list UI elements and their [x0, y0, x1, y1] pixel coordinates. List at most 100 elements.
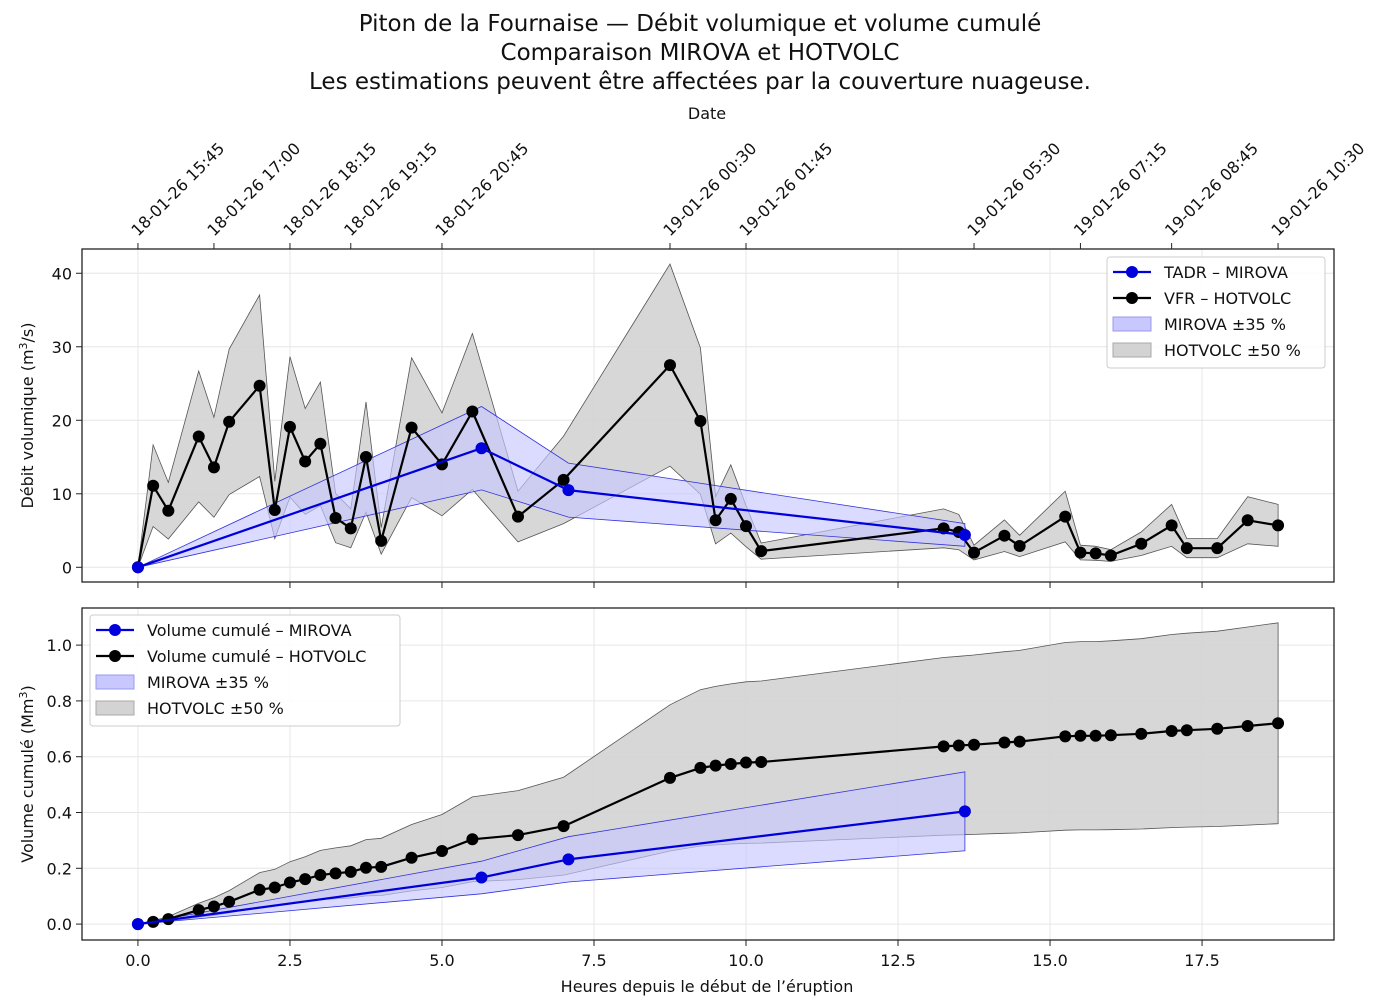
mirova-data-point — [958, 528, 971, 541]
hotvolc-data-point — [466, 405, 479, 418]
x-tick-label: 17.5 — [1184, 951, 1220, 970]
x-tick-label: 15.0 — [1032, 951, 1068, 970]
hotvolc-data-point — [1074, 729, 1087, 742]
hotvolc-data-point — [314, 868, 327, 881]
hotvolc-data-point — [283, 420, 296, 433]
hotvolc-data-point — [1180, 724, 1193, 737]
hotvolc-data-point — [952, 739, 965, 752]
hotvolc-data-point — [968, 738, 981, 751]
hotvolc-data-point — [329, 867, 342, 880]
panel-cumulative-volume: 0.0 2.5 5.0 7.5 10.0 12.5 15.0 17.5 0.0 0.2 0.4 0.6… — [17, 607, 1335, 970]
hotvolc-data-point — [1241, 514, 1254, 527]
legend-entry-hotvolc-band: HOTVOLC ±50 % — [1112, 341, 1301, 360]
hotvolc-data-point — [1135, 727, 1148, 740]
hotvolc-data-point — [253, 379, 266, 392]
legend-marker-swatch — [1126, 266, 1138, 278]
hotvolc-data-point — [466, 833, 479, 846]
hotvolc-data-point — [1165, 519, 1178, 532]
y-tick-label: 0.6 — [47, 748, 72, 767]
hotvolc-data-point — [998, 529, 1011, 542]
x-tick-label: 5.0 — [429, 951, 454, 970]
legend-label: Volume cumulé – MIROVA — [147, 621, 352, 640]
panel-flow-rate: 0 10 20 30 40 Débit volumique (m3/s) 18-01-26 … — [17, 139, 1368, 588]
mirova-data-point — [131, 561, 144, 574]
y-axis-label: Volume cumulé (Mm3) — [17, 685, 37, 863]
legend-patch-swatch — [95, 700, 135, 716]
hotvolc-data-point — [740, 756, 753, 769]
hotvolc-data-point — [709, 759, 722, 772]
legend-marker-swatch — [109, 624, 121, 636]
hotvolc-data-point — [162, 504, 175, 517]
hotvolc-data-point — [1104, 729, 1117, 742]
y-tick-label: 10 — [52, 485, 72, 504]
x-tick-label: 12.5 — [880, 951, 916, 970]
x-tick-label: 2.5 — [277, 951, 302, 970]
legend-box — [1106, 256, 1326, 369]
x-tick-label: 10.0 — [728, 951, 764, 970]
top-date-tick-label: 18-01-26 20:45 — [431, 139, 532, 240]
legend-entry-hotvolc: VFR – HOTVOLC — [1113, 289, 1291, 308]
hotvolc-data-point — [405, 851, 418, 864]
hotvolc-data-point — [375, 534, 388, 547]
mirova-data-point — [475, 871, 488, 884]
hotvolc-data-point — [1074, 546, 1087, 559]
legend-label: VFR – HOTVOLC — [1164, 289, 1291, 308]
hotvolc-data-point — [329, 512, 342, 525]
hotvolc-data-point — [998, 736, 1011, 749]
hotvolc-data-point — [1059, 730, 1072, 743]
legend-patch-swatch — [1112, 342, 1152, 358]
legend-entry-mirova: TADR – MIROVA — [1113, 263, 1288, 282]
y-tick-label: 1.0 — [47, 636, 72, 655]
chart-title-line-1: Piton de la Fournaise — Débit volumique … — [358, 11, 1042, 37]
chart-title-line-2: Comparaison MIROVA et HOTVOLC — [500, 40, 900, 66]
hotvolc-data-point — [268, 881, 281, 894]
hotvolc-data-point — [268, 503, 281, 516]
hotvolc-data-point — [1272, 717, 1285, 730]
hotvolc-data-point — [968, 546, 981, 559]
hotvolc-data-point — [511, 829, 524, 842]
hotvolc-data-point — [557, 820, 570, 833]
legend-entry-mirova-band: MIROVA ±35 % — [1112, 315, 1286, 334]
legend-entry-mirova-band: MIROVA ±35 % — [95, 673, 269, 692]
legend-entry-mirova: Volume cumulé – MIROVA — [96, 621, 352, 640]
axes-frame — [81, 248, 1335, 583]
hotvolc-data-point — [511, 510, 524, 523]
y-tick-label: 30 — [52, 338, 72, 357]
legend-marker-swatch — [1126, 292, 1138, 304]
hotvolc-data-point — [740, 520, 753, 533]
hotvolc-data-point — [1104, 549, 1117, 562]
mirova-data-point — [131, 918, 144, 931]
mirova-data-point — [475, 442, 488, 455]
mirova-data-point — [562, 853, 575, 866]
hotvolc-data-point — [1211, 722, 1224, 735]
legend-label: HOTVOLC ±50 % — [1164, 341, 1301, 360]
legend-label: MIROVA ±35 % — [147, 673, 269, 692]
legend-label: HOTVOLC ±50 % — [147, 699, 284, 718]
hotvolc-data-point — [283, 876, 296, 889]
hotvolc-data-point — [1013, 735, 1026, 748]
legend-patch-swatch — [95, 674, 135, 690]
hotvolc-data-point — [709, 514, 722, 527]
mirova-data-point — [562, 484, 575, 497]
legend: TADR – MIROVA VFR – HOTVOLC MIROVA ±35 % HO… — [1106, 256, 1326, 369]
hotvolc-data-point — [755, 756, 768, 769]
hotvolc-data-point — [314, 437, 327, 450]
mirova-data-point — [958, 805, 971, 818]
hotvolc-data-point — [223, 415, 236, 428]
hotvolc-data-point — [192, 430, 205, 443]
hotvolc-data-point — [663, 771, 676, 784]
y-tick-label: 20 — [52, 411, 72, 430]
hotvolc-data-point — [223, 895, 236, 908]
hotvolc-data-point — [1211, 542, 1224, 555]
legend-entry-hotvolc: Volume cumulé – HOTVOLC — [96, 647, 366, 666]
hotvolc-data-point — [1180, 542, 1193, 555]
top-date-tick-label: 19-01-26 05:30 — [963, 139, 1064, 240]
hotvolc-data-point — [1135, 537, 1148, 550]
hotvolc-data-point — [299, 455, 312, 468]
y-tick-label: 0.4 — [47, 804, 72, 823]
top-date-tick-label: 19-01-26 07:15 — [1070, 139, 1171, 240]
hotvolc-data-point — [663, 359, 676, 372]
legend-label: MIROVA ±35 % — [1164, 315, 1286, 334]
